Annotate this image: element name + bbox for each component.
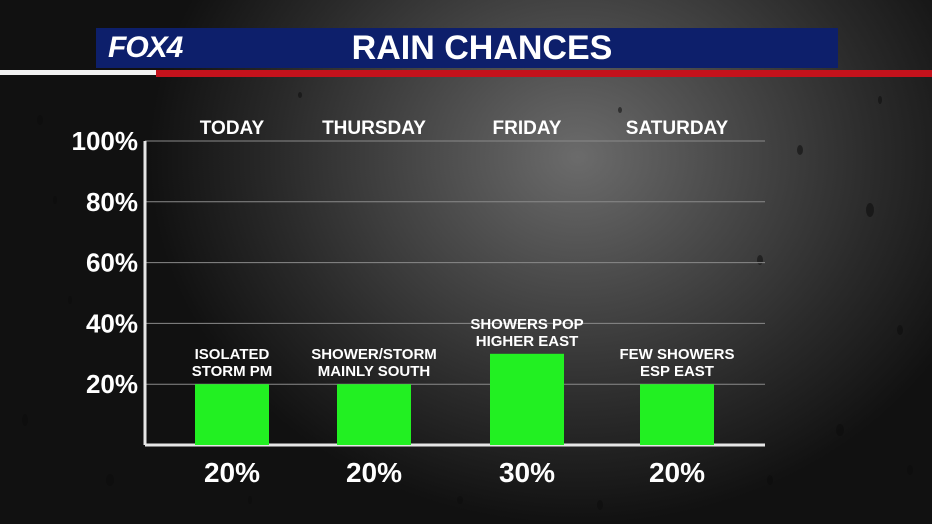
y-tick-label: 20% xyxy=(86,369,138,399)
category-label: TODAY xyxy=(200,118,265,139)
bar-note-label: STORM PM xyxy=(192,363,273,380)
value-label: 30% xyxy=(499,457,555,488)
bar-note-label: ISOLATED xyxy=(195,346,270,363)
category-label: THURSDAY xyxy=(322,118,426,139)
bar-note-label: SHOWER/STORM xyxy=(311,346,437,363)
bar-note-label: HIGHER EAST xyxy=(476,333,579,350)
y-tick-label: 60% xyxy=(86,248,138,278)
y-tick-label: 80% xyxy=(86,187,138,217)
station-logo: FOX4 xyxy=(108,31,183,64)
bar-note-label: MAINLY SOUTH xyxy=(318,363,431,380)
header-red-rule xyxy=(156,70,932,77)
header-bar: FOX4 RAIN CHANCES xyxy=(96,28,838,68)
y-tick-label: 40% xyxy=(86,308,138,338)
category-label: FRIDAY xyxy=(493,118,562,139)
chart-title: RAIN CHANCES xyxy=(351,29,613,67)
bar xyxy=(195,384,269,445)
y-tick-label: 100% xyxy=(72,126,139,156)
bar-note-label: FEW SHOWERS xyxy=(620,346,735,363)
category-label: SATURDAY xyxy=(626,118,729,139)
bar-note-label: SHOWERS POP xyxy=(470,316,583,333)
value-label: 20% xyxy=(346,457,402,488)
bar xyxy=(640,384,714,445)
header-white-rule xyxy=(0,70,156,75)
value-label: 20% xyxy=(649,457,705,488)
value-label: 20% xyxy=(204,457,260,488)
bar xyxy=(490,353,564,445)
bar xyxy=(337,384,411,445)
bar-note-label: ESP EAST xyxy=(640,363,714,380)
